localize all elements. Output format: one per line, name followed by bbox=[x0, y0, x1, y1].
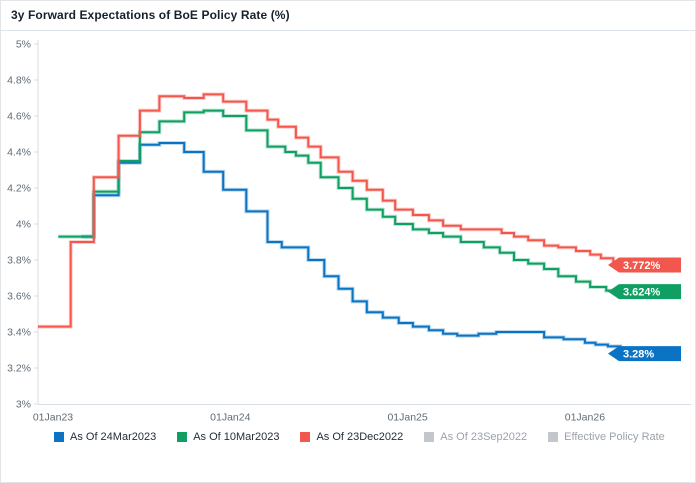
y-tick-label: 3.4% bbox=[7, 327, 31, 339]
x-tick-label: 01Jan24 bbox=[210, 412, 250, 424]
y-tick-label: 4.2% bbox=[7, 183, 31, 195]
end-value-badge bbox=[608, 257, 681, 273]
legend-label: Effective Policy Rate bbox=[564, 431, 665, 443]
x-tick-label: 01Jan23 bbox=[33, 412, 73, 424]
title-divider bbox=[1, 30, 695, 31]
series-line-As-Of-24Mar2023 bbox=[81, 142, 622, 355]
x-tick-label: 01Jan25 bbox=[387, 412, 427, 424]
y-tick-label: 4.8% bbox=[7, 75, 31, 87]
legend-label: As Of 23Dec2022 bbox=[316, 431, 404, 443]
y-tick-label: 4.6% bbox=[7, 111, 31, 123]
legend-item-as-of-10mar2023[interactable]: As Of 10Mar2023 bbox=[177, 431, 279, 443]
legend-swatch bbox=[54, 432, 64, 442]
series-line-As-Of-23Dec2022 bbox=[38, 93, 622, 328]
legend-label: As Of 23Sep2022 bbox=[440, 431, 528, 443]
x-tick-label: 01Jan26 bbox=[565, 412, 605, 424]
y-tick-label: 4.4% bbox=[7, 147, 31, 159]
legend-item-as-of-24mar2023[interactable]: As Of 24Mar2023 bbox=[54, 431, 156, 443]
legend-swatch bbox=[424, 432, 435, 442]
legend-label: As Of 24Mar2023 bbox=[70, 431, 157, 443]
end-value-label: 3.772% bbox=[623, 260, 661, 272]
legend-item-effective-policy-rate[interactable]: Effective Policy Rate bbox=[548, 431, 665, 443]
end-value-badge bbox=[608, 284, 681, 300]
end-value-badge bbox=[608, 346, 681, 362]
series-line-As-Of-10Mar2023 bbox=[58, 109, 622, 293]
legend-swatch bbox=[300, 432, 311, 442]
y-tick-label: 3.6% bbox=[7, 291, 31, 303]
legend-item-as-of-23sep2022[interactable]: As Of 23Sep2022 bbox=[424, 431, 527, 443]
legend-swatch bbox=[177, 432, 188, 442]
series-line-halo bbox=[38, 92, 623, 329]
y-tick-label: 3.8% bbox=[7, 255, 31, 267]
legend: As Of 24Mar2023 As Of 10Mar2023 As Of 23De… bbox=[54, 431, 665, 443]
chart-title: 3y Forward Expectations of BoE Policy Ra… bbox=[11, 8, 290, 22]
legend-swatch bbox=[548, 432, 559, 442]
y-tick-label: 4% bbox=[16, 219, 31, 231]
end-value-label: 3.624% bbox=[623, 286, 661, 298]
y-tick-label: 5% bbox=[16, 39, 31, 51]
legend-item-as-of-23dec2022[interactable]: As Of 23Dec2022 bbox=[300, 431, 403, 443]
y-tick-label: 3% bbox=[16, 399, 31, 411]
end-value-label: 3.28% bbox=[623, 348, 654, 360]
legend-label: As Of 10Mar2023 bbox=[193, 431, 280, 443]
y-tick-label: 3.2% bbox=[7, 363, 31, 375]
